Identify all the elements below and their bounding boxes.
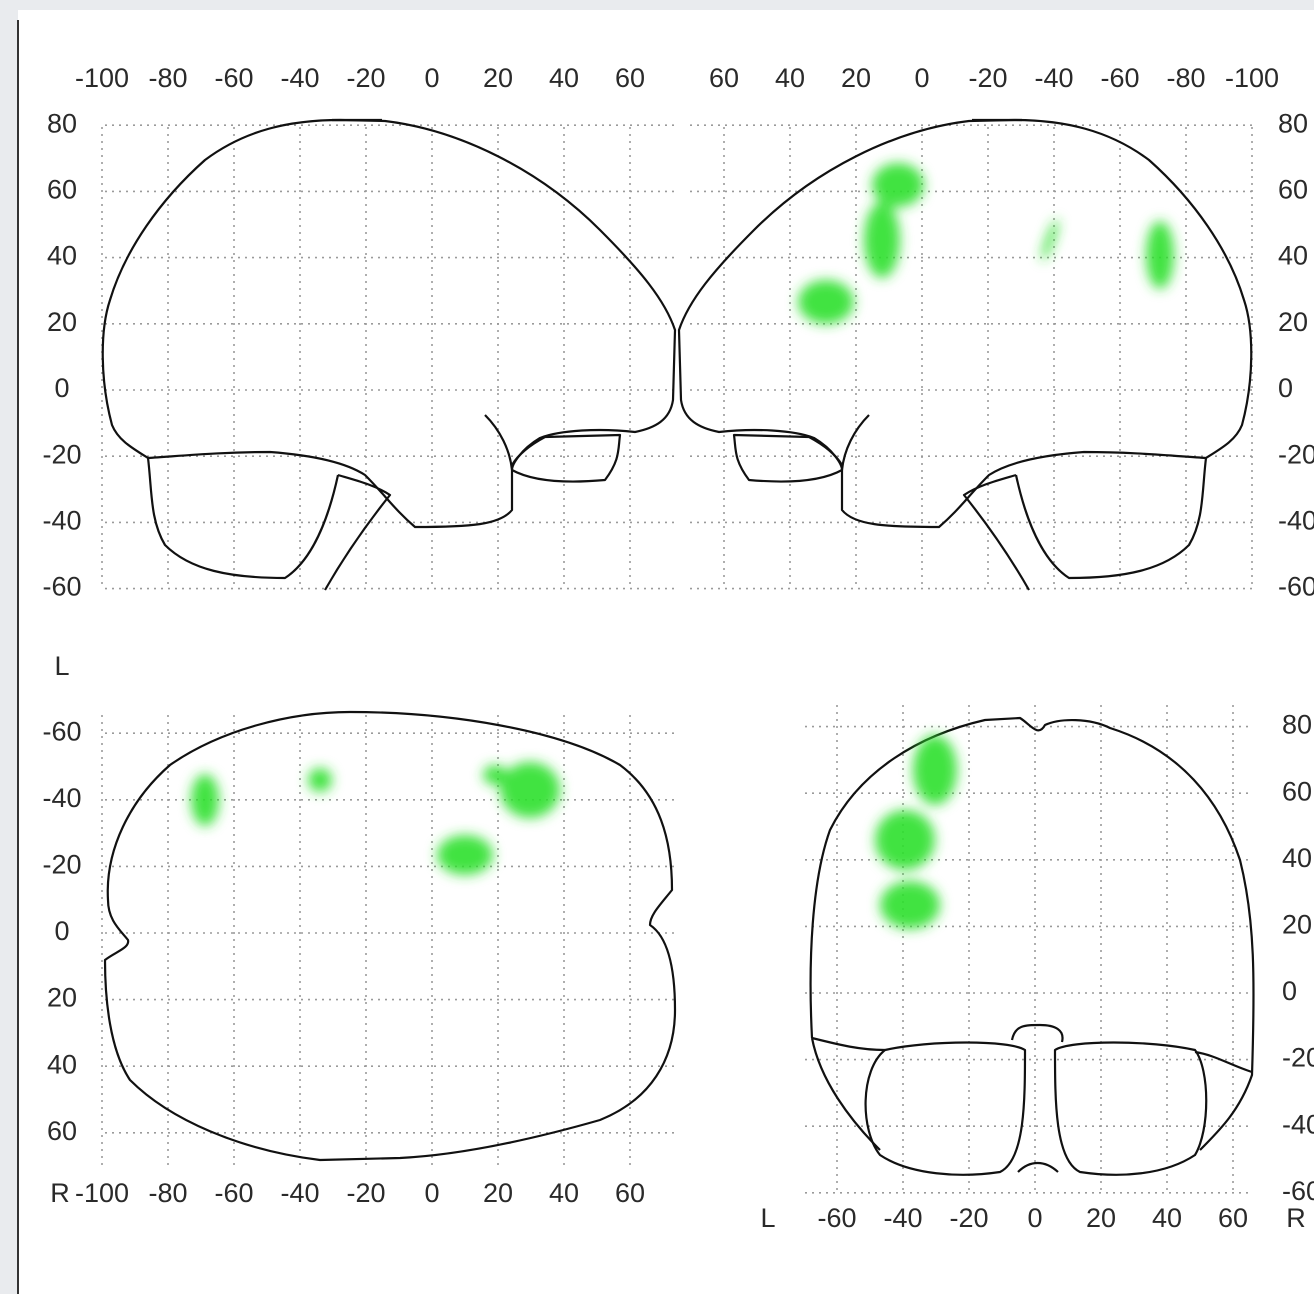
y-tick-label: 40 [47,241,77,271]
x-tick-label: 40 [549,1178,579,1208]
x-tick-label: -40 [280,1178,319,1208]
x-tick-label: -80 [148,1178,187,1208]
x-tick-label: 0 [1027,1203,1042,1233]
y-tick-label: 20 [47,983,77,1013]
x-tick-label: 40 [549,63,579,93]
y-tick-label: 0 [54,373,69,403]
x-tick-label: -40 [883,1203,922,1233]
x-tick-label: -20 [346,63,385,93]
x-tick-label: 40 [775,63,805,93]
side-label: R [50,1178,70,1208]
x-tick-label: 40 [1152,1203,1182,1233]
y-tick-label: 80 [1282,710,1312,740]
y-tick-label: 40 [47,1049,77,1079]
x-tick-label: -20 [968,63,1007,93]
y-tick-label: -40 [42,783,81,813]
y-tick-label: 40 [1278,241,1308,271]
y-tick-label: -60 [1278,572,1314,602]
x-tick-label: 60 [709,63,739,93]
y-tick-label: -60 [1282,1176,1314,1206]
x-tick-label: -100 [1225,63,1279,93]
x-tick-label: -60 [1100,63,1139,93]
x-tick-label: 20 [841,63,871,93]
x-tick-label: 60 [615,1178,645,1208]
x-tick-label: 0 [914,63,929,93]
side-label: L [760,1203,775,1233]
x-tick-label: -80 [148,63,187,93]
x-tick-label: -100 [75,1178,129,1208]
y-tick-label: 60 [47,1116,77,1146]
x-tick-label: -40 [280,63,319,93]
y-tick-label: 60 [1282,776,1312,806]
y-tick-label: 20 [47,307,77,337]
x-tick-label: -60 [214,1178,253,1208]
y-tick-label: 20 [1282,910,1312,940]
y-tick-label: 40 [1282,843,1312,873]
y-tick-label: 60 [47,175,77,205]
y-tick-label: 0 [1282,976,1297,1006]
y-tick-label: 80 [47,108,77,138]
x-tick-label: -60 [817,1203,856,1233]
x-tick-label: -100 [75,63,129,93]
y-tick-label: 0 [1278,373,1293,403]
x-tick-label: 0 [424,1178,439,1208]
side-label: R [1286,1203,1306,1233]
x-tick-label: 20 [483,1178,513,1208]
y-tick-label: -40 [1282,1109,1314,1139]
y-tick-label: -60 [42,572,81,602]
x-tick-label: -20 [346,1178,385,1208]
x-tick-label: -60 [214,63,253,93]
figure: -100 -80 -60 -40 -20 0 20 40 60 80 60 40 20 0 -20 -40 -6… [0,0,1314,1294]
y-tick-label: 0 [54,916,69,946]
side-label: L [54,651,69,681]
y-tick-label: -40 [1278,506,1314,536]
x-tick-label: -80 [1166,63,1205,93]
x-tick-label: 20 [483,63,513,93]
x-tick-label: 20 [1086,1203,1116,1233]
y-tick-label: -20 [1282,1043,1314,1073]
y-tick-label: -20 [42,439,81,469]
y-tick-label: 20 [1278,307,1308,337]
y-tick-label: -40 [42,506,81,536]
y-tick-label: -20 [1278,439,1314,469]
x-tick-label: 60 [615,63,645,93]
x-tick-label: 0 [424,63,439,93]
y-tick-label: -60 [42,716,81,746]
y-tick-label: -20 [42,850,81,880]
y-tick-label: 60 [1278,175,1308,205]
x-tick-label: 60 [1218,1203,1248,1233]
y-tick-label: 80 [1278,108,1308,138]
x-tick-label: -20 [949,1203,988,1233]
figure-panel [18,10,1314,1294]
x-tick-label: -40 [1034,63,1073,93]
